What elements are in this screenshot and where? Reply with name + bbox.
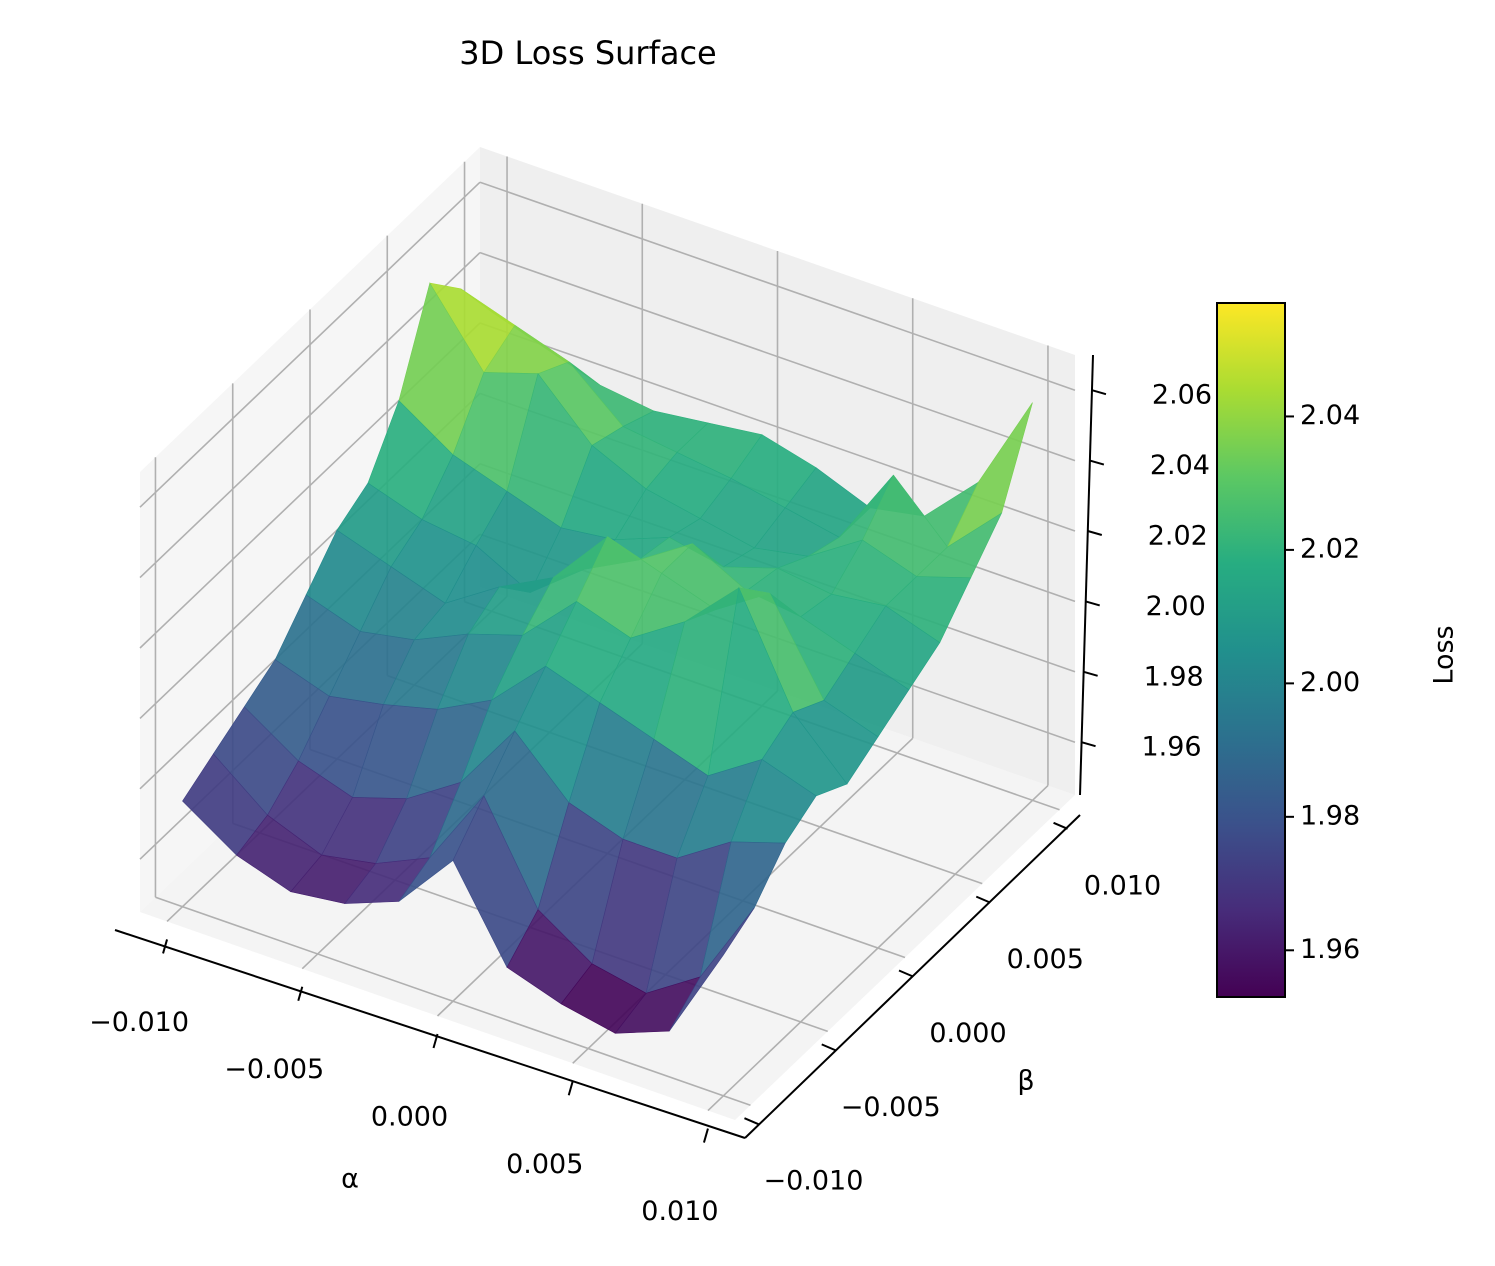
colorbar-tick-label: 2.02	[1300, 533, 1360, 564]
axes: −0.010 −0.005 0.000 0.005 0.010 −0.010 −0.005 0…	[89, 354, 1212, 1227]
z-tick	[1087, 530, 1103, 536]
z-tick-label: 1.98	[1144, 661, 1204, 692]
y-tick	[975, 895, 991, 904]
x-tick	[567, 1080, 574, 1096]
x-tick-label: 0.005	[506, 1149, 583, 1180]
z-tick-label: 2.00	[1146, 591, 1206, 622]
x-tick-label: −0.005	[224, 1054, 324, 1085]
grid-line	[155, 896, 751, 1106]
colorbar-tick-label: 1.98	[1300, 800, 1360, 831]
z-tick-label: 2.06	[1152, 380, 1212, 411]
y-tick-label: 0.005	[1007, 944, 1084, 975]
y-tick-label: 0.000	[929, 1018, 1006, 1049]
y-tick	[898, 969, 914, 978]
z-tick	[1083, 670, 1098, 677]
y-tick	[1053, 821, 1068, 830]
x-tick	[432, 1033, 439, 1049]
y-tick	[744, 1117, 759, 1126]
y-axis-label: β	[1017, 1066, 1034, 1097]
surface-facet	[669, 907, 755, 1032]
z-tick	[1085, 600, 1100, 607]
z-tick-label: 2.04	[1150, 450, 1210, 481]
z-tick	[1089, 459, 1105, 466]
x-tick-label: 0.010	[641, 1196, 718, 1227]
colorbar: 1.96 1.98 2.00 2.02 2.04 Loss	[1216, 302, 1460, 998]
chart-title: 3D Loss Surface	[459, 34, 716, 72]
z-tick-label: 2.02	[1148, 521, 1208, 552]
x-axis-label: α	[341, 1164, 359, 1195]
grid-line	[479, 251, 1076, 462]
x-tick	[297, 986, 304, 1002]
x-tick-label: −0.010	[89, 1007, 189, 1038]
z-tick	[1081, 741, 1096, 748]
y-tick-label: −0.005	[841, 1092, 941, 1123]
z-tick	[1091, 389, 1107, 396]
colorbar-gradient	[1216, 302, 1286, 998]
colorbar-tick-label: 2.00	[1300, 667, 1360, 698]
grid-line	[479, 181, 1076, 391]
y-tick-label: −0.010	[763, 1166, 863, 1197]
colorbar-tick-label: 2.04	[1300, 400, 1360, 431]
grid-line	[139, 181, 481, 508]
surface	[182, 282, 1033, 1034]
y-tick	[821, 1043, 837, 1052]
z-axis-line	[1079, 354, 1094, 796]
colorbar-tick-label: 1.96	[1300, 934, 1360, 965]
colorbar-label: Loss	[1429, 625, 1460, 684]
x-axis-line	[114, 929, 746, 1139]
x-tick	[702, 1128, 709, 1143]
y-tick-label: 0.010	[1084, 870, 1161, 901]
x-tick-label: 0.000	[371, 1102, 448, 1133]
x-tick	[162, 939, 169, 954]
z-tick-label: 1.96	[1141, 732, 1201, 763]
